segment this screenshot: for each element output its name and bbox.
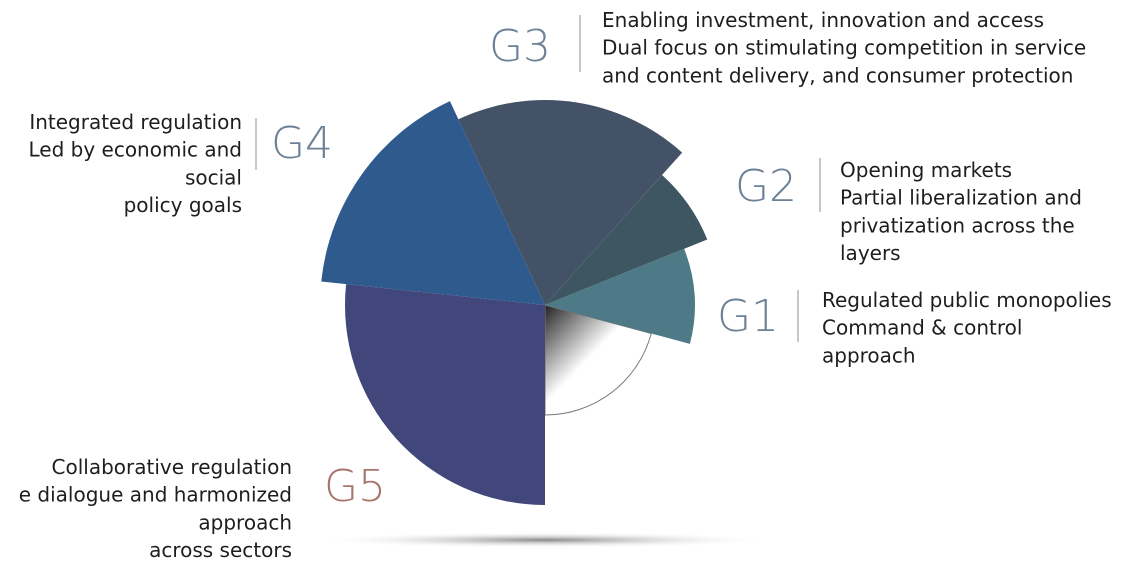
description-line: privatization across the bbox=[840, 213, 1075, 237]
description-line: e dialogue and harmonized bbox=[19, 483, 292, 507]
description-line: Opening markets bbox=[840, 158, 1012, 182]
group-label: G1 bbox=[717, 291, 779, 342]
description-line: across sectors bbox=[149, 538, 292, 562]
description-line: Collaborative regulation bbox=[52, 455, 292, 479]
group-label: G4 bbox=[271, 118, 333, 169]
group-label: G3 bbox=[489, 21, 551, 72]
description-line: social bbox=[185, 165, 242, 189]
group-label: G5 bbox=[324, 461, 386, 512]
description-line: Regulated public monopolies bbox=[822, 288, 1112, 312]
description-line: and content delivery, and consumer prote… bbox=[602, 63, 1073, 87]
description-line: Enabling investment, innovation and acce… bbox=[602, 8, 1044, 32]
description-line: Integrated regulation bbox=[29, 110, 242, 134]
description-line: approach bbox=[822, 343, 916, 367]
g3-wedge bbox=[458, 100, 683, 305]
description-line: approach bbox=[198, 510, 292, 534]
g1-wedge bbox=[545, 248, 695, 344]
shadow bbox=[315, 532, 775, 548]
description-line: layers bbox=[840, 241, 901, 265]
g5-wedge bbox=[345, 284, 545, 505]
description-line: Led by economic and bbox=[28, 138, 242, 162]
g2-wedge bbox=[545, 174, 708, 305]
description-line: Dual focus on stimulating competition in… bbox=[602, 36, 1086, 60]
wedges bbox=[321, 100, 708, 505]
description-line: Command & control bbox=[822, 316, 1022, 340]
empty-wedge bbox=[544, 304, 652, 416]
description-line: policy goals bbox=[124, 193, 242, 217]
description-line: Partial liberalization and bbox=[840, 186, 1082, 210]
g4-wedge bbox=[321, 101, 545, 305]
labels: G1 Regulated public monopolies Command & c… bbox=[19, 8, 1112, 562]
group-label: G2 bbox=[735, 161, 797, 212]
